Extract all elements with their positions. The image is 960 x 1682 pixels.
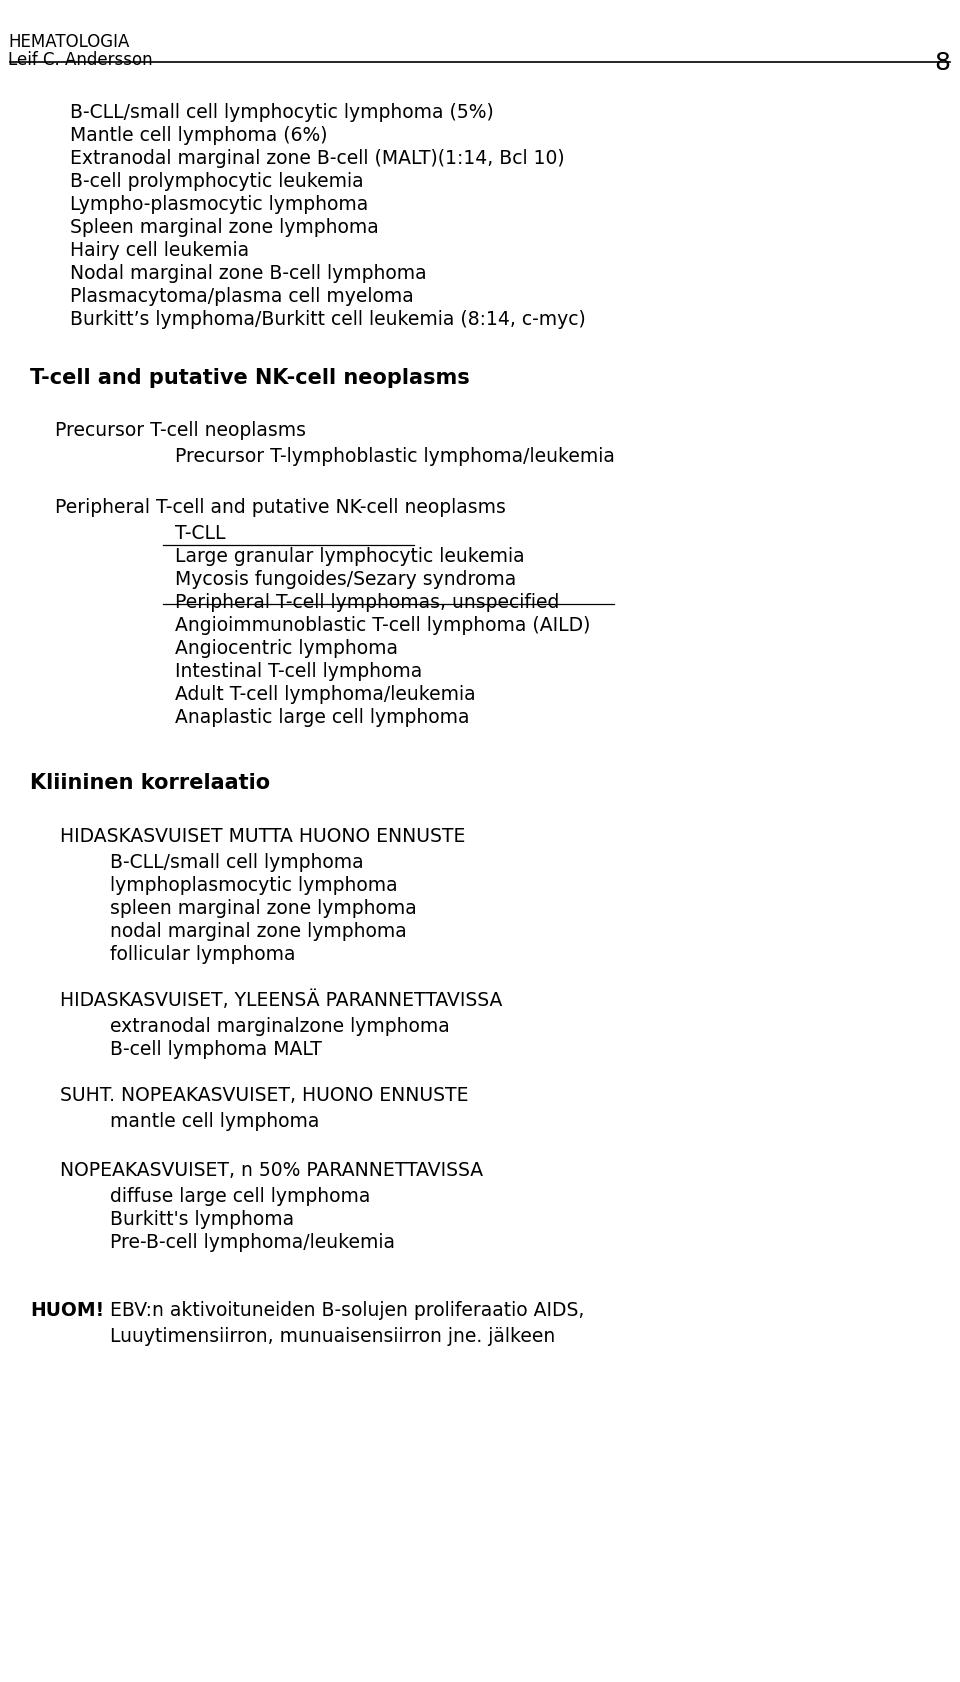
Text: Pre-B-cell lymphoma/leukemia: Pre-B-cell lymphoma/leukemia <box>110 1233 395 1251</box>
Text: Intestinal T-cell lymphoma: Intestinal T-cell lymphoma <box>175 661 422 681</box>
Text: Nodal marginal zone B-cell lymphoma: Nodal marginal zone B-cell lymphoma <box>70 264 426 283</box>
Text: Precursor T-cell neoplasms: Precursor T-cell neoplasms <box>55 420 306 439</box>
Text: HIDASKASVUISET, YLEENSÄ PARANNETTAVISSA: HIDASKASVUISET, YLEENSÄ PARANNETTAVISSA <box>60 991 502 1009</box>
Text: Leif C. Andersson: Leif C. Andersson <box>8 50 153 69</box>
Text: Luuytimensiirron, munuaisensiirron jne. jälkeen: Luuytimensiirron, munuaisensiirron jne. … <box>110 1325 555 1346</box>
Text: Angioimmunoblastic T-cell lymphoma (AILD): Angioimmunoblastic T-cell lymphoma (AILD… <box>175 616 590 634</box>
Text: nodal marginal zone lymphoma: nodal marginal zone lymphoma <box>110 922 407 940</box>
Text: lymphoplasmocytic lymphoma: lymphoplasmocytic lymphoma <box>110 875 397 895</box>
Text: Large granular lymphocytic leukemia: Large granular lymphocytic leukemia <box>175 547 524 565</box>
Text: T-CLL: T-CLL <box>175 523 226 543</box>
Text: extranodal marginalzone lymphoma: extranodal marginalzone lymphoma <box>110 1016 449 1036</box>
Text: Extranodal marginal zone B-cell (MALT)(1:14, Bcl 10): Extranodal marginal zone B-cell (MALT)(1… <box>70 150 564 168</box>
Text: Mantle cell lymphoma (6%): Mantle cell lymphoma (6%) <box>70 126 327 145</box>
Text: Burkitt's lymphoma: Burkitt's lymphoma <box>110 1209 294 1228</box>
Text: Adult T-cell lymphoma/leukemia: Adult T-cell lymphoma/leukemia <box>175 685 475 703</box>
Text: follicular lymphoma: follicular lymphoma <box>110 944 296 964</box>
Text: Anaplastic large cell lymphoma: Anaplastic large cell lymphoma <box>175 708 469 727</box>
Text: HUOM!: HUOM! <box>30 1300 104 1319</box>
Text: Precursor T-lymphoblastic lymphoma/leukemia: Precursor T-lymphoblastic lymphoma/leuke… <box>175 447 614 466</box>
Text: B-cell prolymphocytic leukemia: B-cell prolymphocytic leukemia <box>70 172 364 190</box>
Text: Lympho-plasmocytic lymphoma: Lympho-plasmocytic lymphoma <box>70 195 369 214</box>
Text: Angiocentric lymphoma: Angiocentric lymphoma <box>175 639 398 658</box>
Text: Mycosis fungoides/Sezary syndroma: Mycosis fungoides/Sezary syndroma <box>175 570 516 589</box>
Text: Peripheral T-cell lymphomas, unspecified: Peripheral T-cell lymphomas, unspecified <box>175 592 560 612</box>
Text: 8: 8 <box>934 50 950 76</box>
Text: SUHT. NOPEAKASVUISET, HUONO ENNUSTE: SUHT. NOPEAKASVUISET, HUONO ENNUSTE <box>60 1085 468 1105</box>
Text: HIDASKASVUISET MUTTA HUONO ENNUSTE: HIDASKASVUISET MUTTA HUONO ENNUSTE <box>60 826 466 846</box>
Text: diffuse large cell lymphoma: diffuse large cell lymphoma <box>110 1186 371 1206</box>
Text: B-cell lymphoma MALT: B-cell lymphoma MALT <box>110 1039 322 1058</box>
Text: B-CLL/small cell lymphoma: B-CLL/small cell lymphoma <box>110 853 364 871</box>
Text: Spleen marginal zone lymphoma: Spleen marginal zone lymphoma <box>70 219 379 237</box>
Text: T-cell and putative NK-cell neoplasms: T-cell and putative NK-cell neoplasms <box>30 368 469 389</box>
Text: spleen marginal zone lymphoma: spleen marginal zone lymphoma <box>110 898 417 917</box>
Text: B-CLL/small cell lymphocytic lymphoma (5%): B-CLL/small cell lymphocytic lymphoma (5… <box>70 103 493 121</box>
Text: HEMATOLOGIA: HEMATOLOGIA <box>8 34 130 50</box>
Text: Hairy cell leukemia: Hairy cell leukemia <box>70 241 250 259</box>
Text: NOPEAKASVUISET, n 50% PARANNETTAVISSA: NOPEAKASVUISET, n 50% PARANNETTAVISSA <box>60 1161 483 1179</box>
Text: Plasmacytoma/plasma cell myeloma: Plasmacytoma/plasma cell myeloma <box>70 288 414 306</box>
Text: mantle cell lymphoma: mantle cell lymphoma <box>110 1112 320 1130</box>
Text: EBV:n aktivoituneiden B-solujen proliferaatio AIDS,: EBV:n aktivoituneiden B-solujen prolifer… <box>110 1300 585 1319</box>
Text: Burkitt’s lymphoma/Burkitt cell leukemia (8:14, c-myc): Burkitt’s lymphoma/Burkitt cell leukemia… <box>70 309 586 328</box>
Text: Peripheral T-cell and putative NK-cell neoplasms: Peripheral T-cell and putative NK-cell n… <box>55 498 506 516</box>
Text: Kliininen korrelaatio: Kliininen korrelaatio <box>30 772 270 792</box>
